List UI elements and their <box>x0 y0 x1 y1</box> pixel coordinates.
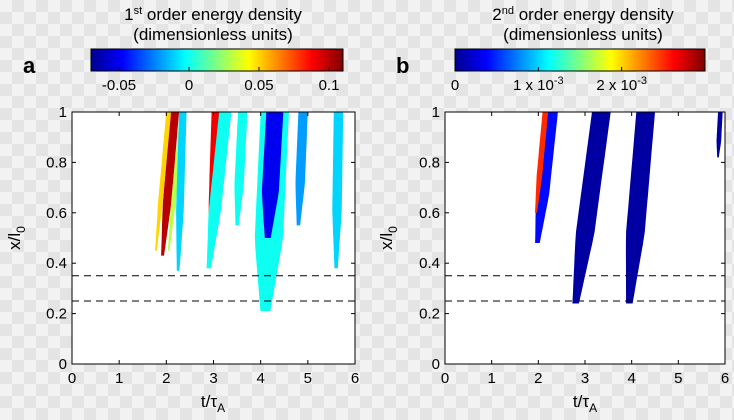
y-tick-label: 0.2 <box>46 306 67 323</box>
y-tick-label: 0.8 <box>46 154 67 171</box>
y-tick-label: 0.2 <box>419 306 440 323</box>
colorbar-b-title-line1: 2nd order energy density <box>492 5 674 24</box>
colorbar-tick-label: -0.05 <box>102 77 136 94</box>
y-tick-label: 1 <box>432 104 440 121</box>
colorbar-tick-label: 2 x 10-3 <box>596 75 647 94</box>
y-ticks-a: 0 0.2 0.4 0.6 0.8 1 <box>46 104 355 373</box>
heatmap-region <box>535 112 549 213</box>
x-tick-label: 1 <box>115 370 123 387</box>
y-tick-label: 0.8 <box>419 154 440 171</box>
heatmap-region <box>155 112 171 251</box>
colorbar-b <box>454 48 706 72</box>
colorbar-b-title-line2: (dimensionless units) <box>503 25 663 44</box>
y-tick-label: 0.6 <box>419 205 440 222</box>
x-tick-label: 3 <box>581 370 589 387</box>
colorbar-b-ticks: 0 1 x 10-3 2 x 10-3 <box>451 67 647 94</box>
colorbar-a-title-line2: (dimensionless units) <box>133 25 293 44</box>
x-tick-label: 5 <box>674 370 682 387</box>
heatmap-region <box>261 112 284 238</box>
heatmap-region <box>295 112 308 226</box>
heatmap-region <box>625 112 655 304</box>
panel-b: b 2nd order energy density (dimensionles… <box>377 5 729 415</box>
heatmap-region <box>176 112 187 271</box>
x-tick-label: 0 <box>68 370 76 387</box>
y-ticks-b: 0 0.2 0.4 0.6 0.8 1 <box>419 104 725 373</box>
x-axis-label-a: t/τA <box>201 392 225 415</box>
x-tick-label: 1 <box>487 370 495 387</box>
colorbar-a-title-line1: 1st order energy density <box>124 5 302 24</box>
x-tick-label: 6 <box>351 370 359 387</box>
panel-b-label: b <box>396 53 409 78</box>
heatmap-region <box>535 112 558 243</box>
x-ticks-b: 0 1 2 3 4 5 6 <box>441 112 729 387</box>
y-tick-label: 0.4 <box>419 255 440 272</box>
x-tick-label: 2 <box>534 370 542 387</box>
x-axis-label-b: t/τA <box>573 392 597 415</box>
y-tick-label: 0 <box>59 356 67 373</box>
y-tick-label: 0.4 <box>46 255 67 272</box>
x-tick-label: 5 <box>304 370 312 387</box>
y-axis-label-b: x/l0 <box>377 226 400 250</box>
colorbar-a <box>90 48 344 72</box>
heatmap-region <box>716 112 723 158</box>
colorbar-tick-label: 0.1 <box>319 77 340 94</box>
colorbar-tick-label: 0 <box>451 77 459 94</box>
heatmap-a <box>155 112 344 312</box>
heatmap-region <box>332 112 344 269</box>
y-tick-label: 1 <box>59 104 67 121</box>
x-tick-label: 2 <box>162 370 170 387</box>
x-tick-label: 4 <box>256 370 264 387</box>
panel-a: a 1st order energy density (dimensionles… <box>5 5 359 415</box>
x-tick-label: 3 <box>209 370 217 387</box>
y-axis-label-a: x/l0 <box>5 226 28 250</box>
y-tick-label: 0.6 <box>46 205 67 222</box>
colorbar-a-ticks: -0.05 0 0.05 0.1 <box>102 67 340 94</box>
heatmap-region <box>234 112 248 226</box>
colorbar-tick-label: 0.05 <box>244 77 273 94</box>
x-tick-label: 6 <box>721 370 729 387</box>
y-tick-label: 0 <box>432 356 440 373</box>
x-tick-label: 0 <box>441 370 449 387</box>
heatmap-region <box>161 112 180 256</box>
colorbar-tick-label: 1 x 10-3 <box>513 75 564 94</box>
colorbar-tick-label: 0 <box>185 77 193 94</box>
panel-a-label: a <box>23 53 36 78</box>
x-ticks-a: 0 1 2 3 4 5 6 <box>68 112 359 387</box>
x-tick-label: 4 <box>627 370 635 387</box>
dashed-lines-b <box>445 275 725 302</box>
heatmap-region <box>572 112 611 304</box>
heatmap-b <box>535 112 723 304</box>
heatmap-region <box>206 112 232 269</box>
